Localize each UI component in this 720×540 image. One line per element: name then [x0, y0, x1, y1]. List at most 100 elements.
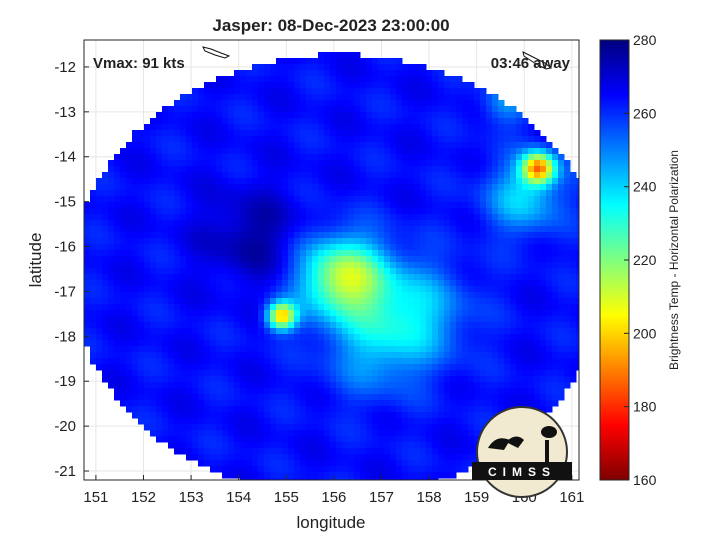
- swath-cell: [426, 280, 433, 287]
- swath-cell: [222, 376, 229, 383]
- swath-cell: [138, 202, 145, 209]
- swath-cell: [330, 358, 337, 365]
- swath-cell: [186, 142, 193, 149]
- swath-cell: [432, 100, 439, 107]
- swath-cell: [282, 340, 289, 347]
- swath-cell: [312, 478, 319, 480]
- swath-cell: [144, 238, 151, 245]
- swath-cell: [246, 184, 253, 191]
- swath-cell: [264, 256, 271, 263]
- swath-cell: [474, 238, 481, 245]
- swath-cell: [132, 256, 139, 263]
- swath-cell: [228, 334, 235, 341]
- swath-cell: [270, 460, 277, 467]
- swath-cell: [390, 376, 397, 383]
- swath-cell: [156, 376, 163, 383]
- swath-cell: [534, 298, 541, 305]
- swath-cell: [348, 178, 355, 185]
- swath-cell: [528, 220, 535, 227]
- swath-cell: [510, 298, 517, 305]
- swath-cell: [168, 424, 175, 431]
- swath-cell: [252, 190, 259, 197]
- swath-cell: [348, 400, 355, 407]
- swath-cell: [306, 106, 313, 113]
- swath-cell: [492, 214, 499, 221]
- swath-cell: [162, 136, 169, 143]
- swath-cell: [210, 280, 217, 287]
- swath-cell: [486, 352, 493, 359]
- swath-cell: [462, 274, 469, 281]
- swath-cell: [306, 292, 313, 299]
- swath-cell: [204, 154, 211, 161]
- swath-cell: [414, 166, 421, 173]
- swath-cell: [252, 358, 259, 365]
- swath-cell: [168, 298, 175, 305]
- swath-cell: [498, 394, 505, 401]
- swath-cell: [354, 232, 361, 239]
- swath-cell: [294, 220, 301, 227]
- swath-cell: [144, 124, 151, 131]
- swath-cell: [324, 280, 331, 287]
- swath-cell: [162, 394, 169, 401]
- swath-cell: [522, 148, 529, 155]
- swath-cell: [360, 280, 367, 287]
- swath-cell: [264, 364, 271, 371]
- swath-cell: [156, 352, 163, 359]
- swath-cell: [336, 148, 343, 155]
- swath-cell: [384, 328, 391, 335]
- swath-cell: [150, 130, 157, 137]
- swath-cell: [114, 166, 121, 173]
- swath-cell: [120, 220, 127, 227]
- swath-cell: [336, 286, 343, 293]
- swath-cell: [420, 226, 427, 233]
- swath-cell: [246, 232, 253, 239]
- swath-cell: [438, 256, 445, 263]
- swath-cell: [306, 322, 313, 329]
- swath-cell: [468, 412, 475, 419]
- swath-cell: [294, 430, 301, 437]
- swath-cell: [396, 382, 403, 389]
- swath-cell: [330, 454, 337, 461]
- swath-cell: [156, 334, 163, 341]
- swath-cell: [324, 418, 331, 425]
- swath-cell: [90, 346, 97, 353]
- swath-cell: [132, 226, 139, 233]
- swath-cell: [276, 238, 283, 245]
- swath-cell: [348, 358, 355, 365]
- swath-cell: [342, 334, 349, 341]
- swath-cell: [198, 196, 205, 203]
- swath-cell: [342, 196, 349, 203]
- swath-cell: [528, 214, 535, 221]
- swath-cell: [186, 112, 193, 119]
- swath-cell: [342, 394, 349, 401]
- swath-cell: [342, 400, 349, 407]
- swath-cell: [210, 136, 217, 143]
- swath-cell: [522, 400, 529, 407]
- swath-cell: [336, 106, 343, 113]
- swath-cell: [462, 226, 469, 233]
- swath-cell: [96, 292, 103, 299]
- swath-cell: [294, 106, 301, 113]
- swath-cell: [462, 256, 469, 263]
- swath-cell: [246, 238, 253, 245]
- swath-cell: [240, 388, 247, 395]
- swath-cell: [456, 244, 463, 251]
- swath-cell: [486, 382, 493, 389]
- swath-cell: [234, 412, 241, 419]
- swath-cell: [348, 322, 355, 329]
- swath-cell: [408, 340, 415, 347]
- swath-cell: [480, 202, 487, 209]
- swath-cell: [408, 322, 415, 329]
- swath-cell: [306, 190, 313, 197]
- swath-cell: [348, 82, 355, 89]
- swath-cell: [282, 196, 289, 203]
- swath-cell: [162, 166, 169, 173]
- swath-cell: [432, 118, 439, 125]
- swath-cell: [504, 106, 511, 113]
- swath-cell: [288, 148, 295, 155]
- swath-cell: [120, 196, 127, 203]
- swath-cell: [120, 400, 127, 407]
- swath-cell: [312, 406, 319, 413]
- swath-cell: [294, 256, 301, 263]
- swath-cell: [150, 214, 157, 221]
